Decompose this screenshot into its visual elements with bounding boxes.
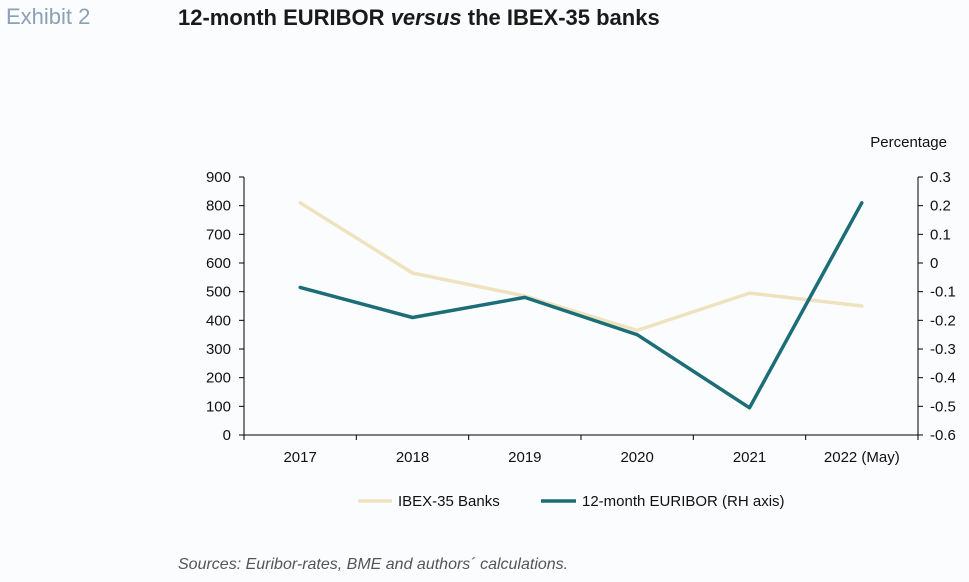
x-tick-label: 2017	[283, 449, 316, 466]
series-line-1	[298, 201, 864, 333]
left-tick-label: 0	[223, 427, 231, 444]
right-tick-label: 0.3	[930, 169, 951, 186]
legend-label-1: IBEX-35 Banks	[398, 493, 500, 510]
x-tick-label: 2022 (May)	[824, 449, 900, 466]
title-part1: 12-month EURIBOR	[178, 5, 391, 30]
right-tick-label: -0.4	[930, 370, 956, 387]
chart-title: 12-month EURIBOR versus the IBEX-35 bank…	[178, 5, 660, 31]
left-tick-label: 400	[206, 312, 231, 329]
left-tick-label: 300	[206, 341, 231, 358]
right-tick-label: 0	[930, 255, 938, 272]
x-tick-label: 2021	[733, 449, 766, 466]
left-tick-label: 700	[206, 226, 231, 243]
x-tick-label: 2019	[508, 449, 541, 466]
source-note: Sources: Euribor-rates, BME and authors´…	[178, 556, 569, 573]
left-tick-label: 600	[206, 255, 231, 272]
title-italic: versus	[390, 5, 462, 30]
right-tick-label: 0.2	[930, 198, 951, 215]
left-tick-label: 100	[206, 398, 231, 415]
series-line-2	[298, 201, 864, 410]
title-part2: the IBEX-35 banks	[461, 5, 660, 30]
left-tick-label: 800	[206, 198, 231, 215]
right-axis-title: Percentage	[870, 134, 947, 151]
left-tick-label: 900	[206, 169, 231, 186]
right-tick-label: 0.1	[930, 226, 951, 243]
left-tick-label: 200	[206, 370, 231, 387]
right-tick-label: -0.1	[930, 284, 956, 301]
right-tick-label: -0.5	[930, 398, 956, 415]
right-tick-label: -0.6	[930, 427, 956, 444]
x-tick-label: 2020	[620, 449, 653, 466]
left-tick-label: 500	[206, 284, 231, 301]
legend-label-2: 12-month EURIBOR (RH axis)	[582, 493, 785, 510]
x-tick-label: 2018	[396, 449, 429, 466]
right-tick-label: -0.3	[930, 341, 956, 358]
right-tick-label: -0.2	[930, 312, 956, 329]
exhibit-label: Exhibit 2	[6, 4, 91, 29]
